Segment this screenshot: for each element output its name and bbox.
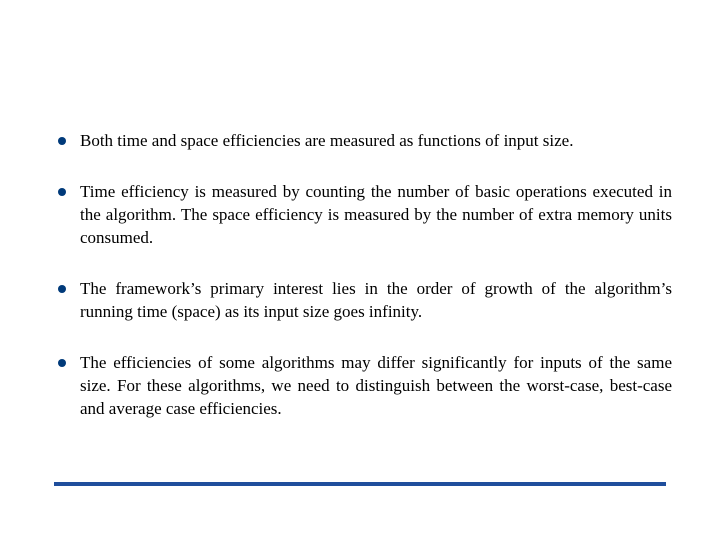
bullet-icon (58, 137, 66, 145)
list-item: Both time and space efficiencies are mea… (58, 130, 672, 153)
bullet-icon (58, 188, 66, 196)
footer-divider (54, 482, 666, 486)
list-item: The efficiencies of some algorithms may … (58, 352, 672, 421)
bullet-text: Time efficiency is measured by counting … (80, 181, 672, 250)
bullet-text: The efficiencies of some algorithms may … (80, 352, 672, 421)
bullet-icon (58, 285, 66, 293)
slide: Both time and space efficiencies are mea… (0, 0, 720, 540)
list-item: The framework’s primary interest lies in… (58, 278, 672, 324)
bullet-list: Both time and space efficiencies are mea… (58, 130, 672, 448)
bullet-icon (58, 359, 66, 367)
bullet-text: The framework’s primary interest lies in… (80, 278, 672, 324)
list-item: Time efficiency is measured by counting … (58, 181, 672, 250)
bullet-text: Both time and space efficiencies are mea… (80, 130, 672, 153)
